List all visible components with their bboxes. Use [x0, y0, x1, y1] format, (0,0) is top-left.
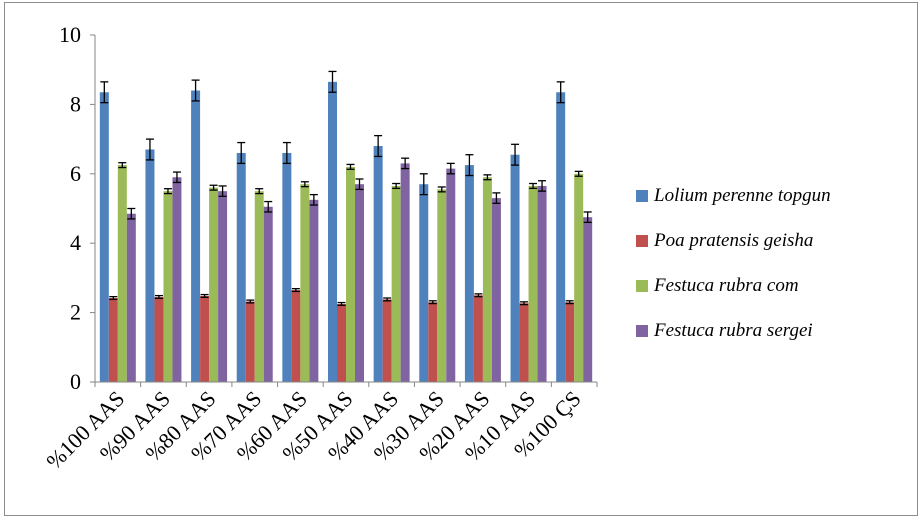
legend-item-lolium: Lolium perenne topgun: [636, 184, 916, 208]
bar-2-2: [209, 187, 219, 382]
bar-3-10: [583, 217, 593, 382]
legend-swatch-lolium: [636, 190, 648, 202]
bar-2-6: [391, 185, 401, 382]
bar-0-6: [373, 146, 383, 382]
bar-0-10: [556, 92, 566, 382]
bar-3-0: [126, 213, 136, 382]
bar-2-7: [437, 189, 447, 382]
legend-label-festuca-com: Festuca rubra com: [654, 275, 799, 296]
bar-2-3: [254, 191, 264, 382]
error-bars: [100, 70, 592, 306]
legend-swatch-festuca-com: [636, 280, 648, 292]
bar-0-9: [510, 154, 520, 382]
y-tick-label-1: 2: [70, 300, 81, 325]
chart-frame: [4, 2, 918, 516]
legend-label-festuca-sergei: Festuca rubra sergei: [654, 320, 813, 341]
bar-1-5: [337, 303, 346, 382]
legend-item-festuca-sergei: Festuca rubra sergei: [636, 319, 916, 343]
bar-1-9: [519, 303, 529, 382]
y-tick-label-3: 6: [70, 161, 81, 186]
bar-0-3: [236, 152, 246, 382]
bar-1-8: [473, 295, 483, 382]
bar-2-10: [574, 173, 584, 382]
legend-swatch-festuca-sergei: [636, 325, 648, 337]
bar-3-4: [309, 199, 319, 382]
legend-label-lolium: Lolium perenne topgun: [654, 185, 831, 206]
bar-3-5: [355, 184, 364, 382]
bar-2-1: [163, 191, 173, 382]
bar-1-3: [245, 301, 255, 382]
bar-1-4: [291, 290, 301, 382]
bar-1-10: [565, 302, 575, 382]
bar-1-0: [108, 298, 118, 382]
legend-label-poa: Poa pratensis geisha: [654, 230, 814, 251]
bar-2-0: [117, 165, 127, 382]
chart-legend: Lolium perenne topgun Poa pratensis geis…: [636, 184, 916, 364]
legend-swatch-poa: [636, 235, 648, 247]
y-tick-label-2: 4: [70, 230, 81, 255]
bar-0-0: [99, 92, 109, 382]
y-tick-label-5: 10: [59, 22, 81, 47]
bar-3-7: [446, 168, 456, 382]
bar-2-4: [300, 184, 310, 382]
bar-0-2: [191, 90, 201, 383]
bar-0-7: [419, 184, 429, 382]
bar-3-8: [491, 198, 501, 382]
bar-0-5: [328, 81, 337, 382]
bar-2-9: [528, 185, 538, 382]
bar-1-1: [154, 296, 164, 382]
bar-2-5: [346, 166, 355, 382]
y-tick-label-4: 8: [70, 91, 81, 116]
bar-1-7: [428, 302, 438, 382]
bar-3-9: [537, 185, 547, 382]
legend-item-poa: Poa pratensis geisha: [636, 229, 916, 253]
bar-2-8: [482, 177, 492, 382]
bar-0-1: [145, 149, 155, 382]
bar-3-3: [263, 206, 273, 382]
chart-marks: [99, 81, 593, 383]
bar-0-8: [464, 165, 474, 382]
bar-3-2: [218, 191, 228, 382]
bar-3-1: [172, 177, 182, 382]
y-tick-label-0: 0: [70, 369, 81, 394]
bar-0-4: [282, 152, 292, 382]
bar-3-6: [400, 163, 410, 382]
bar-1-6: [382, 299, 392, 382]
bar-1-2: [200, 295, 210, 382]
legend-item-festuca-com: Festuca rubra com: [636, 274, 916, 298]
